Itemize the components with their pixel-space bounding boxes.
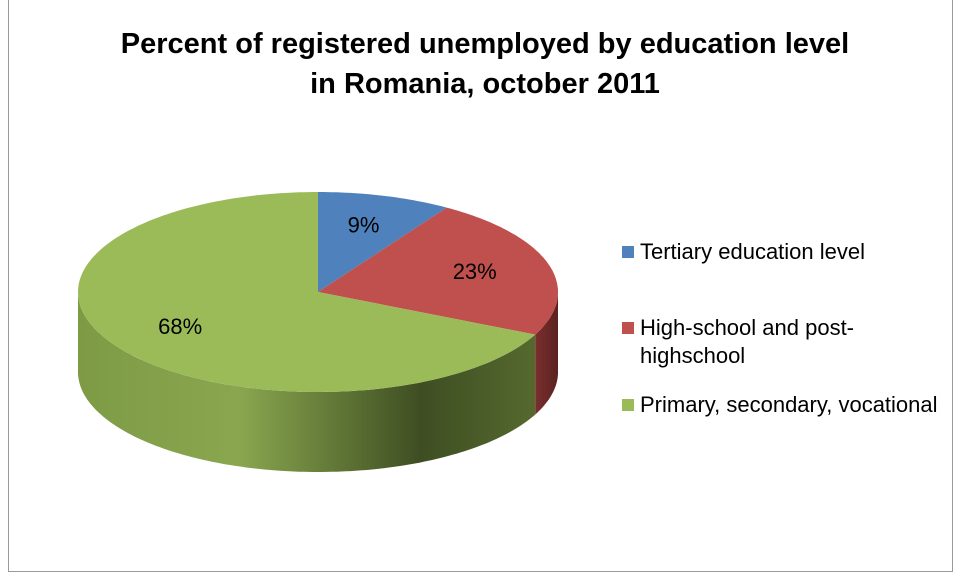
slice xyxy=(318,192,447,292)
legend-item: High-school and post-highschool xyxy=(622,314,952,370)
slice xyxy=(318,207,558,335)
legend-item: Primary, secondary, vocational xyxy=(622,391,952,419)
data-label: 9% xyxy=(348,213,380,238)
legend-swatch xyxy=(622,322,634,334)
data-label: 68% xyxy=(158,314,202,339)
legend-swatch xyxy=(622,399,634,411)
slice xyxy=(78,192,536,392)
slice-side xyxy=(535,292,558,415)
legend-label: Tertiary education level xyxy=(640,239,866,264)
chart-title: Percent of registered unemployed by educ… xyxy=(120,28,850,100)
legend-label: Primary, secondary, vocational xyxy=(640,392,938,417)
legend-swatch xyxy=(622,246,634,258)
chart-frame xyxy=(8,0,953,572)
data-label: 23% xyxy=(453,259,497,284)
legend-label: High-school and post-highschool xyxy=(640,315,855,368)
legend-item: Tertiary education level xyxy=(622,238,952,266)
slice-side xyxy=(78,292,536,472)
